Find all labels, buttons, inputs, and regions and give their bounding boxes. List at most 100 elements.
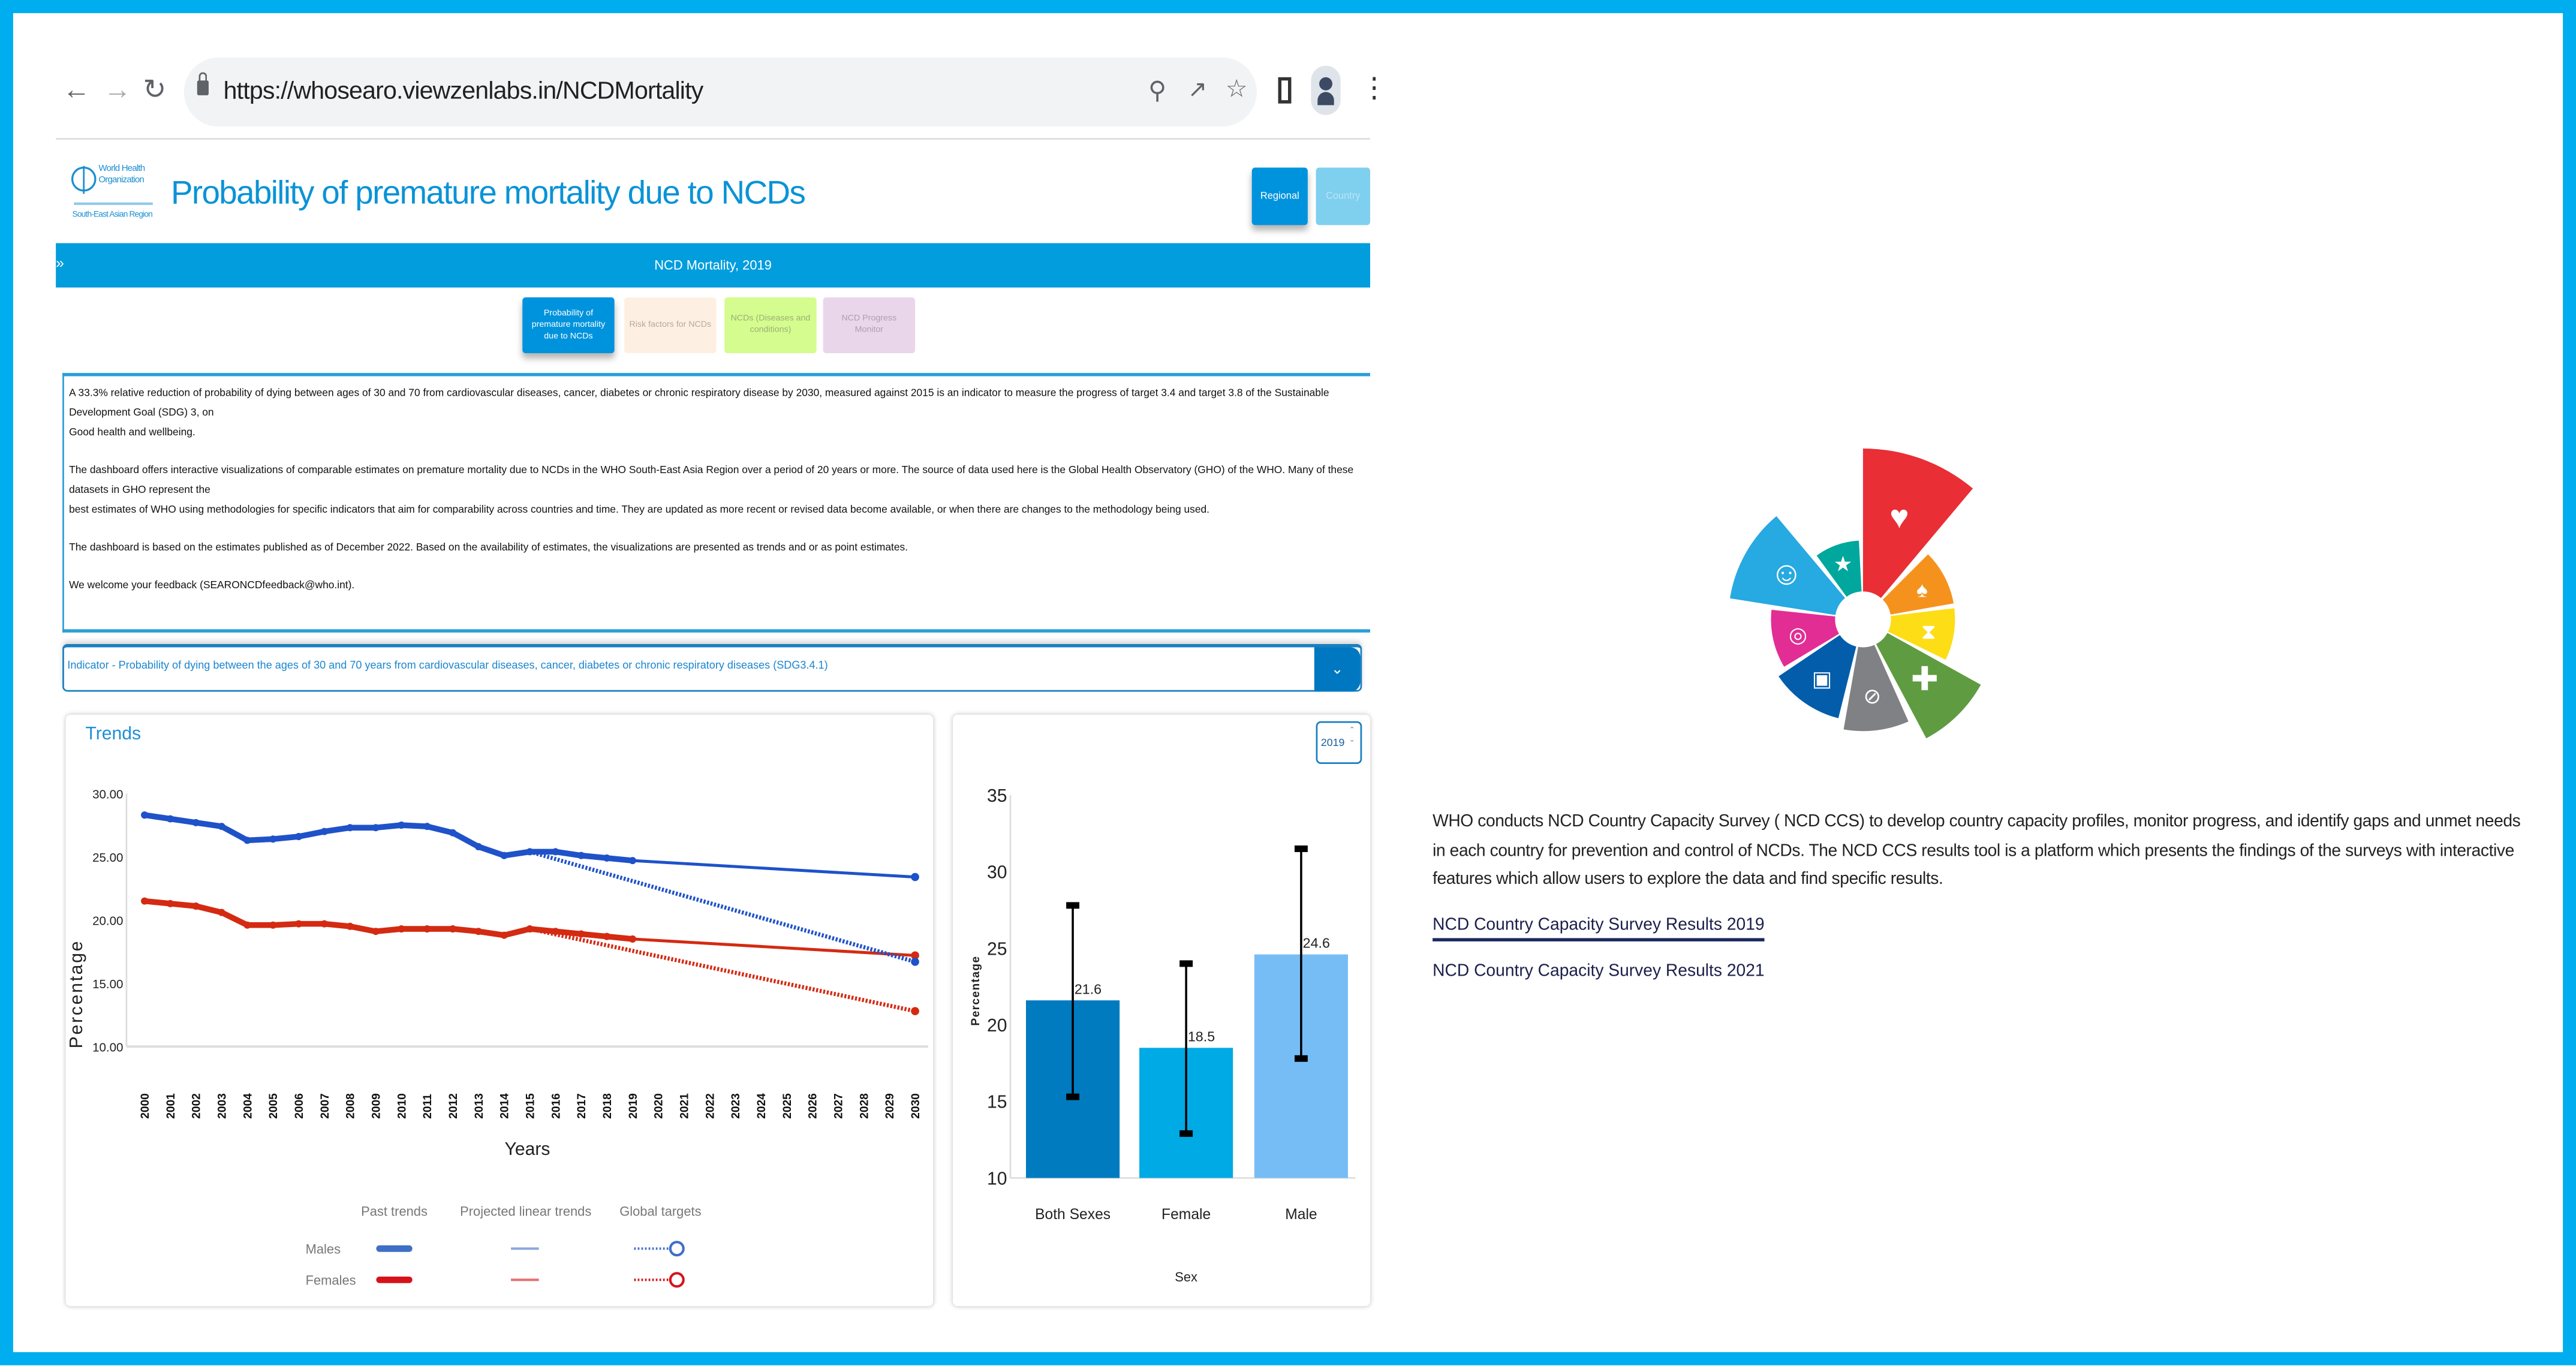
x-tick-label: 2021 xyxy=(678,1093,691,1119)
chevron-down-icon[interactable]: ⌄ xyxy=(1314,647,1361,692)
females-data-point xyxy=(577,930,585,938)
males-data-point xyxy=(552,848,559,856)
females-target-endpoint xyxy=(911,1007,919,1016)
medicine-icon: ✚ xyxy=(1911,660,1939,697)
zoom-icon[interactable]: ⚲ xyxy=(1148,77,1167,106)
x-tick-label: 2006 xyxy=(293,1093,306,1119)
males-past-trend-line xyxy=(144,812,633,863)
males-target-endpoint xyxy=(911,958,919,966)
regional-button[interactable]: Regional xyxy=(1251,167,1308,225)
url-text[interactable]: https://whosearo.viewzenlabs.in/NCDMorta… xyxy=(223,77,704,106)
males-data-point xyxy=(141,811,149,819)
banner-title: NCD Mortality, 2019 xyxy=(654,258,772,273)
males-data-point xyxy=(372,824,380,832)
sidebar-icon[interactable] xyxy=(1278,77,1292,104)
year-value[interactable]: 2019 xyxy=(1320,738,1345,750)
ccs-2019-link[interactable]: NCD Country Capacity Survey Results 2019 xyxy=(1433,914,1765,941)
males-data-point xyxy=(526,848,534,856)
alcohol-segment xyxy=(1882,554,1954,615)
logo-region: South-East Asian Region xyxy=(72,210,153,221)
females-data-point xyxy=(269,921,277,929)
y-tick-label: 10.00 xyxy=(92,1040,123,1054)
error-cap-low xyxy=(1179,1130,1193,1137)
medicine-segment xyxy=(1876,633,1981,739)
x-tick-label: 2029 xyxy=(884,1093,896,1119)
x-tick-label: 2019 xyxy=(627,1093,640,1119)
data-label: 21.6 xyxy=(1075,981,1102,997)
females-data-point xyxy=(398,925,405,933)
x-tick-label: 2024 xyxy=(756,1093,768,1119)
females-data-point xyxy=(346,922,354,930)
section-banner: » NCD Mortality, 2019 xyxy=(56,243,1370,288)
description-text: Good health and wellbeing. xyxy=(69,427,195,439)
females-data-point xyxy=(295,920,303,928)
females-data-point xyxy=(628,935,636,943)
ncd-wheel-logo: ♥ ♠ ⧗ ✚ ⊘ ▣◎ ☺ ★ xyxy=(1730,448,1981,739)
males-data-point xyxy=(192,819,200,826)
heart-hands-icon: ♥ xyxy=(1889,498,1909,535)
forward-arrow-icon[interactable]: → xyxy=(103,74,132,106)
indicator-selected[interactable]: Indicator - Probability of dying between… xyxy=(67,660,828,672)
tab-diseases-conditions[interactable]: NCDs (Diseases and conditions) xyxy=(724,297,817,354)
legend-row-label: Males xyxy=(306,1241,341,1256)
share-icon[interactable]: ↗ xyxy=(1187,76,1208,102)
y-tick-label: 30 xyxy=(987,863,1007,883)
obesity-icon: ☺ xyxy=(1770,554,1803,591)
x-tick-label: 2018 xyxy=(601,1093,614,1119)
x-tick-label: 2004 xyxy=(242,1093,254,1119)
trends-card: Trends Percentage Years 10.00 15.00 20.00 2… xyxy=(65,714,934,1307)
y-tick-label: 15 xyxy=(987,1093,1007,1112)
x-tick-label: 2025 xyxy=(781,1093,794,1119)
expand-icon[interactable]: » xyxy=(56,254,64,272)
males-data-point xyxy=(243,837,251,844)
data-label: 18.5 xyxy=(1188,1028,1215,1044)
description-text: The dashboard offers interactive visuali… xyxy=(69,465,1354,497)
physical-activity-icon: ★ xyxy=(1834,552,1853,576)
tab-risk-factors[interactable]: Risk factors for NCDs xyxy=(624,297,717,354)
x-tick-label: 2012 xyxy=(447,1093,460,1119)
x-tick-label: 2030 xyxy=(910,1093,922,1119)
tab-progress-monitor[interactable]: NCD Progress Monitor xyxy=(823,297,916,354)
data-label: 24.6 xyxy=(1303,935,1330,951)
y-axis-label: Percentage xyxy=(970,956,982,1026)
females-data-point xyxy=(603,932,611,940)
x-axis-label: Sex xyxy=(1175,1269,1197,1284)
tab-premature-mortality[interactable]: Probability of premature mortality due t… xyxy=(522,297,615,354)
x-tick-label: Both Sexes xyxy=(1035,1206,1111,1223)
males-projection-endpoint xyxy=(911,872,919,881)
x-tick-label: 2020 xyxy=(653,1093,666,1119)
males-data-point xyxy=(474,843,482,850)
males-data-point xyxy=(218,823,225,831)
y-tick-label: 35 xyxy=(987,786,1007,806)
x-tick-label: 2003 xyxy=(216,1093,228,1119)
y-axis-label: Percentage xyxy=(67,940,86,1048)
females-data-point xyxy=(474,928,482,935)
males-data-point xyxy=(500,852,508,859)
x-tick-label: Male xyxy=(1285,1206,1317,1223)
females-projection-line xyxy=(632,937,916,957)
feedback-text: We welcome your feedback (SEARONCDfeedba… xyxy=(69,580,355,592)
menu-dots-icon[interactable]: ⋮ xyxy=(1360,72,1389,104)
males-projection-line xyxy=(632,859,916,879)
who-emblem-icon xyxy=(71,166,153,205)
x-axis-label: Years xyxy=(505,1139,550,1159)
x-tick-label: 2009 xyxy=(370,1093,383,1119)
country-button[interactable]: Country xyxy=(1316,167,1370,225)
back-arrow-icon[interactable]: ← xyxy=(62,74,91,106)
females-data-point xyxy=(218,908,225,916)
y-tick-label: 25 xyxy=(987,939,1007,959)
reload-icon[interactable]: ↻ xyxy=(143,74,167,106)
address-bar[interactable]: https://whosearo.viewzenlabs.in/NCDMorta… xyxy=(183,57,1257,127)
indicator-dropdown[interactable]: Indicator - Probability of dying between… xyxy=(62,644,1362,692)
ccs-2021-link[interactable]: NCD Country Capacity Survey Results 2021 xyxy=(1433,962,1765,980)
x-tick-label: 2001 xyxy=(165,1093,177,1119)
no-smoking-segment xyxy=(1843,645,1909,732)
profile-icon[interactable] xyxy=(1311,65,1341,115)
blood-pressure-icon: ◎ xyxy=(1789,623,1807,647)
star-icon[interactable]: ☆ xyxy=(1225,76,1248,104)
ncd-ccs-panel: WHO conducts NCD Country Capacity Survey… xyxy=(1433,808,2533,983)
